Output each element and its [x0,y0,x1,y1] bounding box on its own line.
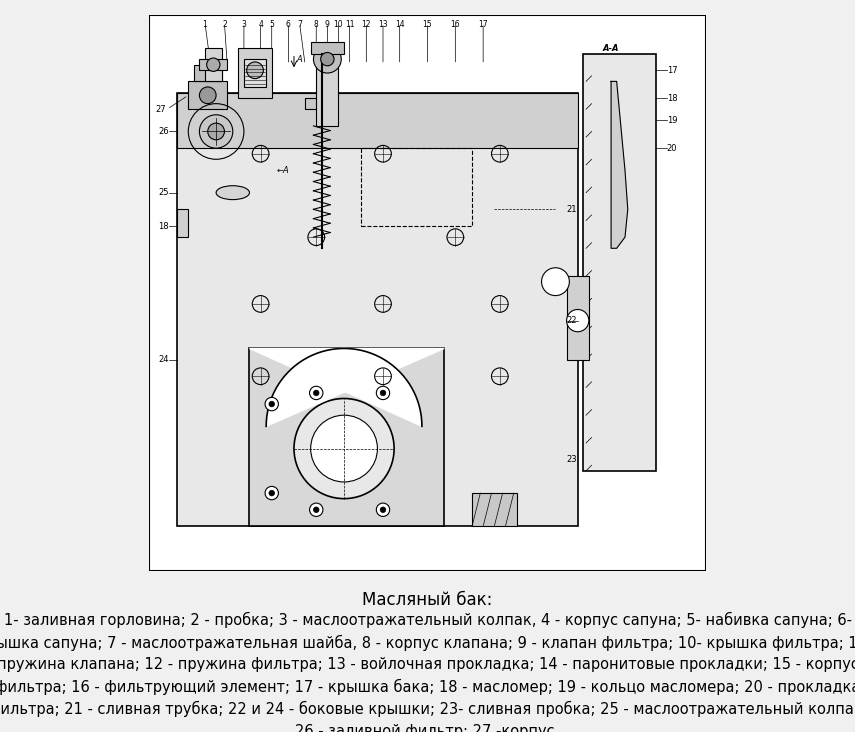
Text: крышка сапуна; 7 - маслоотражательная шайба, 8 - корпус клапана; 9 - клапан филь: крышка сапуна; 7 - маслоотражательная ша… [0,635,855,651]
Text: 26 - заливной фильтр; 27 -корпус.: 26 - заливной фильтр; 27 -корпус. [295,723,560,732]
Bar [188,81,227,109]
Text: 9: 9 [325,20,330,29]
Text: 19: 19 [667,116,677,125]
Bar [250,348,445,526]
Text: 15: 15 [422,20,433,29]
Text: 26: 26 [158,127,168,136]
Polygon shape [250,348,445,426]
Circle shape [199,115,233,148]
Text: 20: 20 [667,143,677,153]
Text: 8: 8 [314,20,319,29]
Text: 27: 27 [156,105,166,113]
Bar [199,59,227,70]
Text: пружина клапана; 12 - пружина фильтра; 13 - войлочная прокладка; 14 - паронитовы: пружина клапана; 12 - пружина фильтра; 1… [0,657,855,672]
Ellipse shape [216,186,250,200]
Circle shape [541,268,569,296]
Circle shape [314,507,319,512]
Text: 5: 5 [269,20,274,29]
Text: 2: 2 [222,20,227,29]
Circle shape [265,397,279,411]
Text: фильтра; 21 - сливная трубка; 22 и 24 - боковые крышки; 23- сливная пробка; 25 -: фильтра; 21 - сливная трубка; 22 и 24 - … [0,701,855,717]
Circle shape [207,58,220,72]
Text: 21: 21 [567,205,577,214]
Circle shape [294,398,394,498]
Text: 4: 4 [258,20,263,29]
Text: 17: 17 [478,20,488,29]
Text: 7: 7 [297,20,302,29]
Text: 11: 11 [345,20,354,29]
Bar [310,42,344,53]
Circle shape [567,310,589,332]
Circle shape [376,503,390,517]
Circle shape [310,415,377,482]
Text: 18: 18 [158,222,168,231]
Circle shape [321,53,334,66]
Bar [194,64,221,81]
Text: A: A [297,55,303,64]
Circle shape [376,386,390,400]
Circle shape [380,390,386,396]
Circle shape [310,386,323,400]
Text: Масляный бак:: Масляный бак: [363,591,492,608]
Text: 22: 22 [567,316,577,325]
Circle shape [269,490,274,496]
Bar [361,148,472,226]
Text: фильтра; 16 - фильтрующий элемент; 17 - крышка бака; 18 - масломер; 19 - кольцо : фильтра; 16 - фильтрующий элемент; 17 - … [0,679,855,695]
Bar [239,48,272,98]
Text: 17: 17 [667,66,677,75]
Text: 25: 25 [158,188,168,197]
Text: А-А: А-А [603,43,619,53]
Circle shape [380,507,386,512]
Text: 1- заливная горловина; 2 - пробка; 3 - маслоотражательный колпак, 4 - корпус сап: 1- заливная горловина; 2 - пробка; 3 - м… [3,612,852,628]
Bar [567,276,589,359]
Text: 13: 13 [378,20,388,29]
Text: 14: 14 [395,20,404,29]
Circle shape [310,503,323,517]
Circle shape [247,62,263,78]
Bar [177,92,578,526]
Bar [472,493,516,526]
Circle shape [208,123,225,140]
Circle shape [265,486,279,500]
Bar [244,59,266,87]
Bar [305,98,321,109]
Text: 23: 23 [567,455,577,464]
Text: 12: 12 [362,20,371,29]
Text: 24: 24 [158,355,168,364]
Text: 3: 3 [241,20,246,29]
Text: 18: 18 [667,94,677,102]
Text: 16: 16 [451,20,460,29]
Circle shape [269,401,274,407]
Text: ←A: ←A [276,166,289,175]
Circle shape [314,45,341,73]
Bar [177,209,188,237]
Text: 6: 6 [286,20,291,29]
Text: 10: 10 [333,20,344,29]
Bar [316,53,339,126]
Circle shape [199,87,216,104]
Bar [205,48,221,81]
Polygon shape [611,81,628,248]
Bar [177,92,578,148]
Text: 1: 1 [203,20,208,29]
Bar [583,53,656,471]
Circle shape [314,390,319,396]
